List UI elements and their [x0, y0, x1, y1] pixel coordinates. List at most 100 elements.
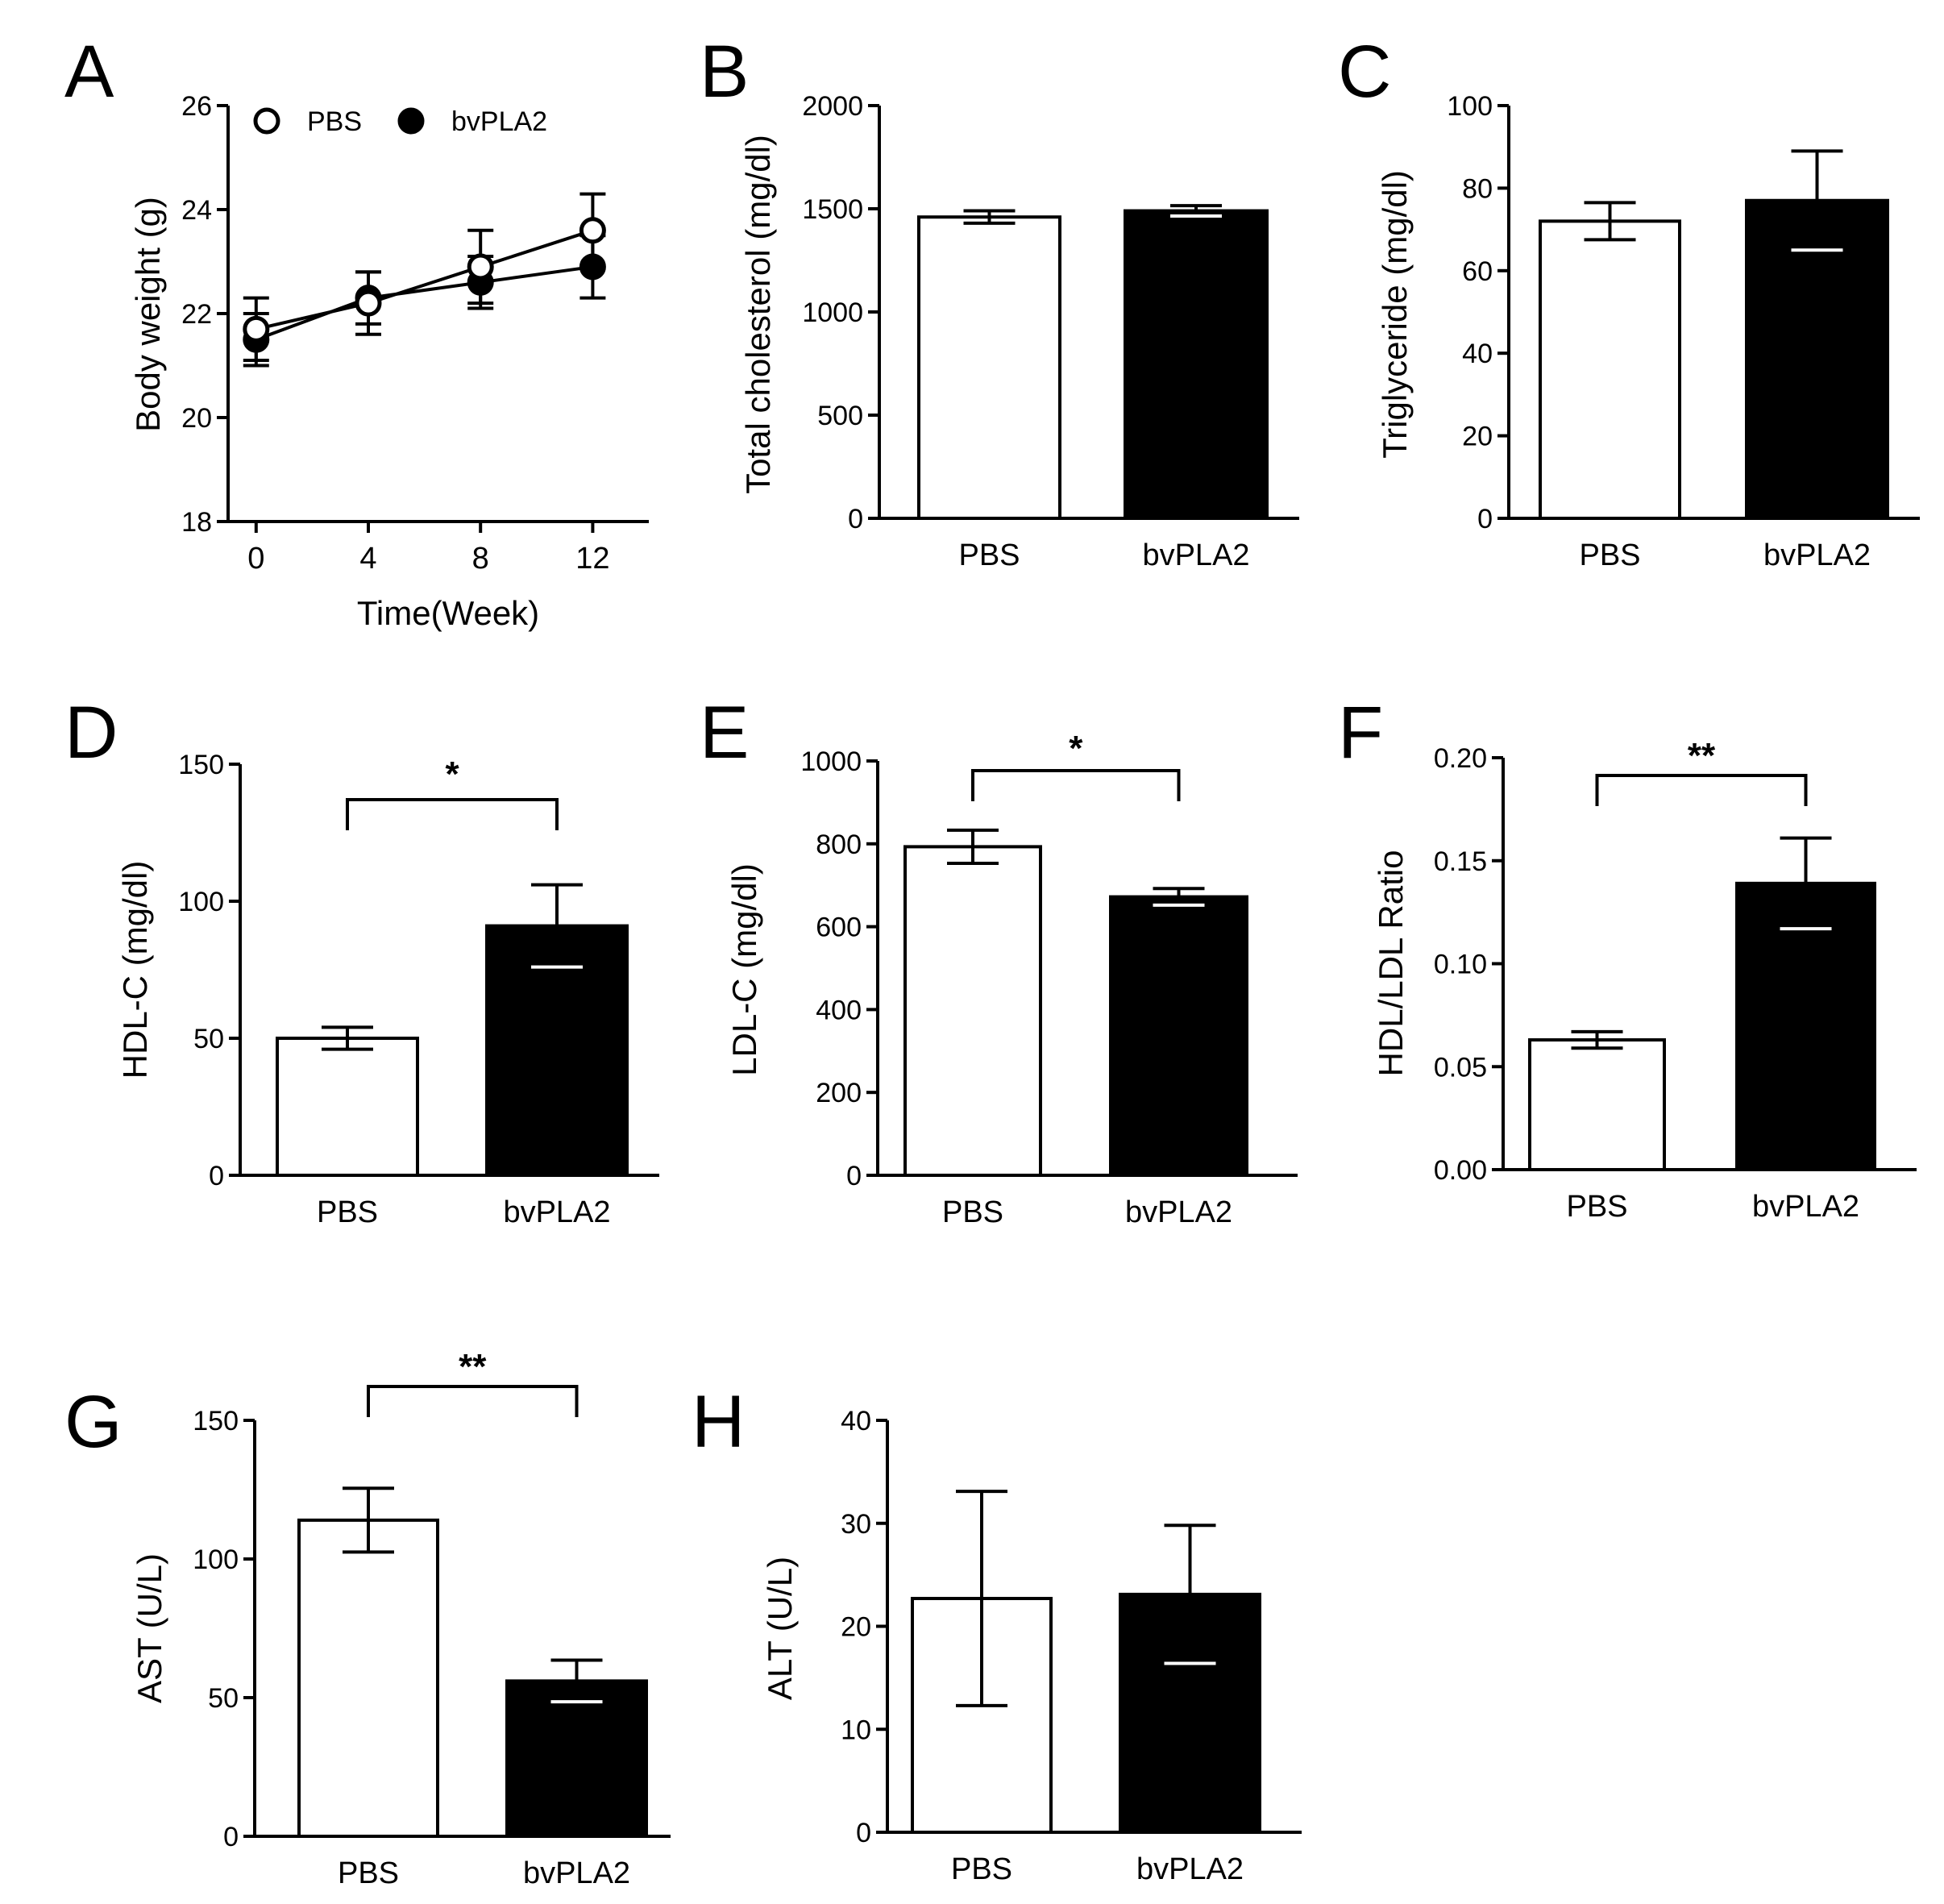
x-tick-label: 12: [575, 542, 609, 576]
panel-e: E 0 200 400 600 800 1000 LDL-C (mg/dl) PBS bvPLA2…: [700, 692, 1298, 1229]
y-tick-label: 600: [816, 913, 862, 943]
panel-letter: B: [700, 31, 749, 113]
bar-pbs: [917, 215, 1061, 520]
bar-bvpla2: [1745, 198, 1889, 520]
y-tick-label: 2000: [802, 91, 863, 122]
significance-marker: **: [1688, 736, 1716, 775]
y-tick-label: 150: [193, 1406, 239, 1436]
y-tick-label: 40: [841, 1406, 871, 1436]
bar-pbs: [1539, 219, 1681, 520]
y-axis-title: HDL-C (mg/dl): [116, 861, 154, 1079]
y-tick-label: 20: [1462, 422, 1493, 452]
y-tick-label: 18: [181, 507, 212, 538]
y-tick-label: 100: [178, 887, 224, 917]
y-tick-label: 24: [181, 195, 212, 226]
data-point-pbs: [243, 315, 270, 343]
y-tick-label: 800: [816, 829, 862, 860]
bar-pbs: [903, 845, 1042, 1177]
x-tick-label: PBS: [338, 1856, 399, 1890]
bar-pbs: [276, 1037, 419, 1177]
legend-marker-bvpla2: [397, 107, 425, 135]
y-tick-label: 50: [208, 1683, 239, 1714]
data-point-pbs: [355, 289, 382, 317]
y-tick-label: 20: [841, 1612, 871, 1643]
y-tick-label: 20: [181, 403, 212, 434]
y-axis-title: Total cholesterol (mg/dl): [739, 135, 777, 494]
y-tick-label: 500: [817, 401, 863, 431]
y-tick-label: 22: [181, 299, 212, 330]
bar-pbs: [297, 1518, 439, 1838]
x-tick-label: bvPLA2: [523, 1856, 630, 1890]
y-tick-label: 0: [1477, 504, 1493, 534]
y-tick-label: 0.20: [1434, 743, 1487, 774]
x-tick-label: PBS: [942, 1195, 1003, 1229]
legend-label-pbs: PBS: [307, 106, 362, 137]
y-axis-title: HDL/LDL Ratio: [1372, 850, 1410, 1077]
panel-letter: A: [64, 31, 114, 113]
y-tick-label: 0: [848, 504, 863, 534]
bar-pbs: [1528, 1038, 1666, 1172]
y-tick-label: 1000: [802, 297, 863, 328]
panel-d: D 0 50 100 150 HDL-C (mg/dl) PBS bvPLA2 *: [64, 692, 659, 1229]
x-tick-label: PBS: [951, 1852, 1012, 1886]
panel-f: F 0.00 0.05 0.10 0.15 0.20 HDL/LDL Ratio PBS bvP…: [1338, 692, 1917, 1224]
y-tick-label: 0.00: [1434, 1155, 1487, 1186]
x-axis-title: Time(Week): [357, 594, 539, 632]
x-tick-label: PBS: [1579, 538, 1640, 572]
panel-letter: D: [64, 692, 118, 774]
y-tick-label: 30: [841, 1509, 871, 1540]
panel-letter: G: [64, 1381, 123, 1463]
y-axis-title: Body weight (g): [129, 197, 167, 432]
x-tick-label: 0: [247, 542, 264, 576]
y-tick-label: 1500: [802, 194, 863, 225]
panel-letter: E: [700, 692, 749, 774]
significance-bracket: [971, 769, 1181, 801]
y-tick-label: 100: [1447, 91, 1493, 122]
bar-bvpla2: [1124, 209, 1269, 520]
y-tick-label: 80: [1462, 173, 1493, 204]
y-tick-label: 100: [193, 1544, 239, 1575]
y-tick-label: 0: [223, 1822, 239, 1852]
panel-letter: F: [1338, 692, 1383, 774]
significance-marker: *: [1069, 729, 1083, 768]
x-tick-label: bvPLA2: [503, 1195, 610, 1229]
y-axis-title: ALT (U/L): [761, 1557, 799, 1700]
y-tick-label: 40: [1462, 339, 1493, 369]
x-tick-label: bvPLA2: [1142, 538, 1249, 572]
y-tick-label: 0: [856, 1818, 871, 1848]
y-tick-label: 50: [193, 1024, 224, 1054]
x-tick-label: 8: [472, 542, 489, 576]
data-point-pbs: [579, 217, 606, 244]
legend-marker-pbs: [253, 107, 280, 135]
panel-g: G 0 50 100 150 AST (U/L) PBS bvPLA2 **: [64, 1347, 671, 1890]
panel-c: C 0 20 40 60 80 100 Triglyceride (mg/dl) PBS bvPL…: [1338, 31, 1920, 572]
y-axis-title: LDL-C (mg/dl): [725, 863, 763, 1076]
significance-bracket: [367, 1385, 579, 1417]
bar-bvpla2: [505, 1679, 648, 1839]
x-tick-label: bvPLA2: [1136, 1852, 1244, 1886]
legend-label-bvpla2: bvPLA2: [451, 106, 547, 137]
significance-bracket: [1595, 774, 1808, 806]
y-tick-label: 200: [816, 1078, 862, 1108]
panel-a: A 18 20 22 24 26 Body weight (g) 0 4 8 12 Time(Week…: [64, 31, 649, 632]
significance-bracket: [346, 798, 559, 830]
data-point-pbs: [467, 253, 494, 281]
y-tick-label: 1000: [800, 746, 862, 777]
y-tick-label: 10: [841, 1715, 871, 1745]
x-tick-label: PBS: [317, 1195, 378, 1229]
series-line-bvpla2: [255, 264, 593, 342]
y-tick-label: 0: [209, 1161, 224, 1191]
y-tick-label: 400: [816, 995, 862, 1025]
y-tick-label: 0.15: [1434, 846, 1487, 877]
panel-h: H 0 10 20 30 40 ALT (U/L) PBS bvPLA2: [692, 1381, 1302, 1886]
y-tick-label: 0: [846, 1161, 862, 1191]
y-axis-title: Triglyceride (mg/dl): [1376, 170, 1414, 459]
x-tick-label: bvPLA2: [1125, 1195, 1232, 1229]
x-tick-label: PBS: [1566, 1190, 1627, 1224]
y-tick-label: 150: [178, 750, 224, 780]
significance-marker: *: [445, 755, 459, 794]
panel-letter: H: [692, 1381, 745, 1463]
bar-bvpla2: [1109, 895, 1248, 1178]
y-tick-label: 26: [181, 91, 212, 122]
